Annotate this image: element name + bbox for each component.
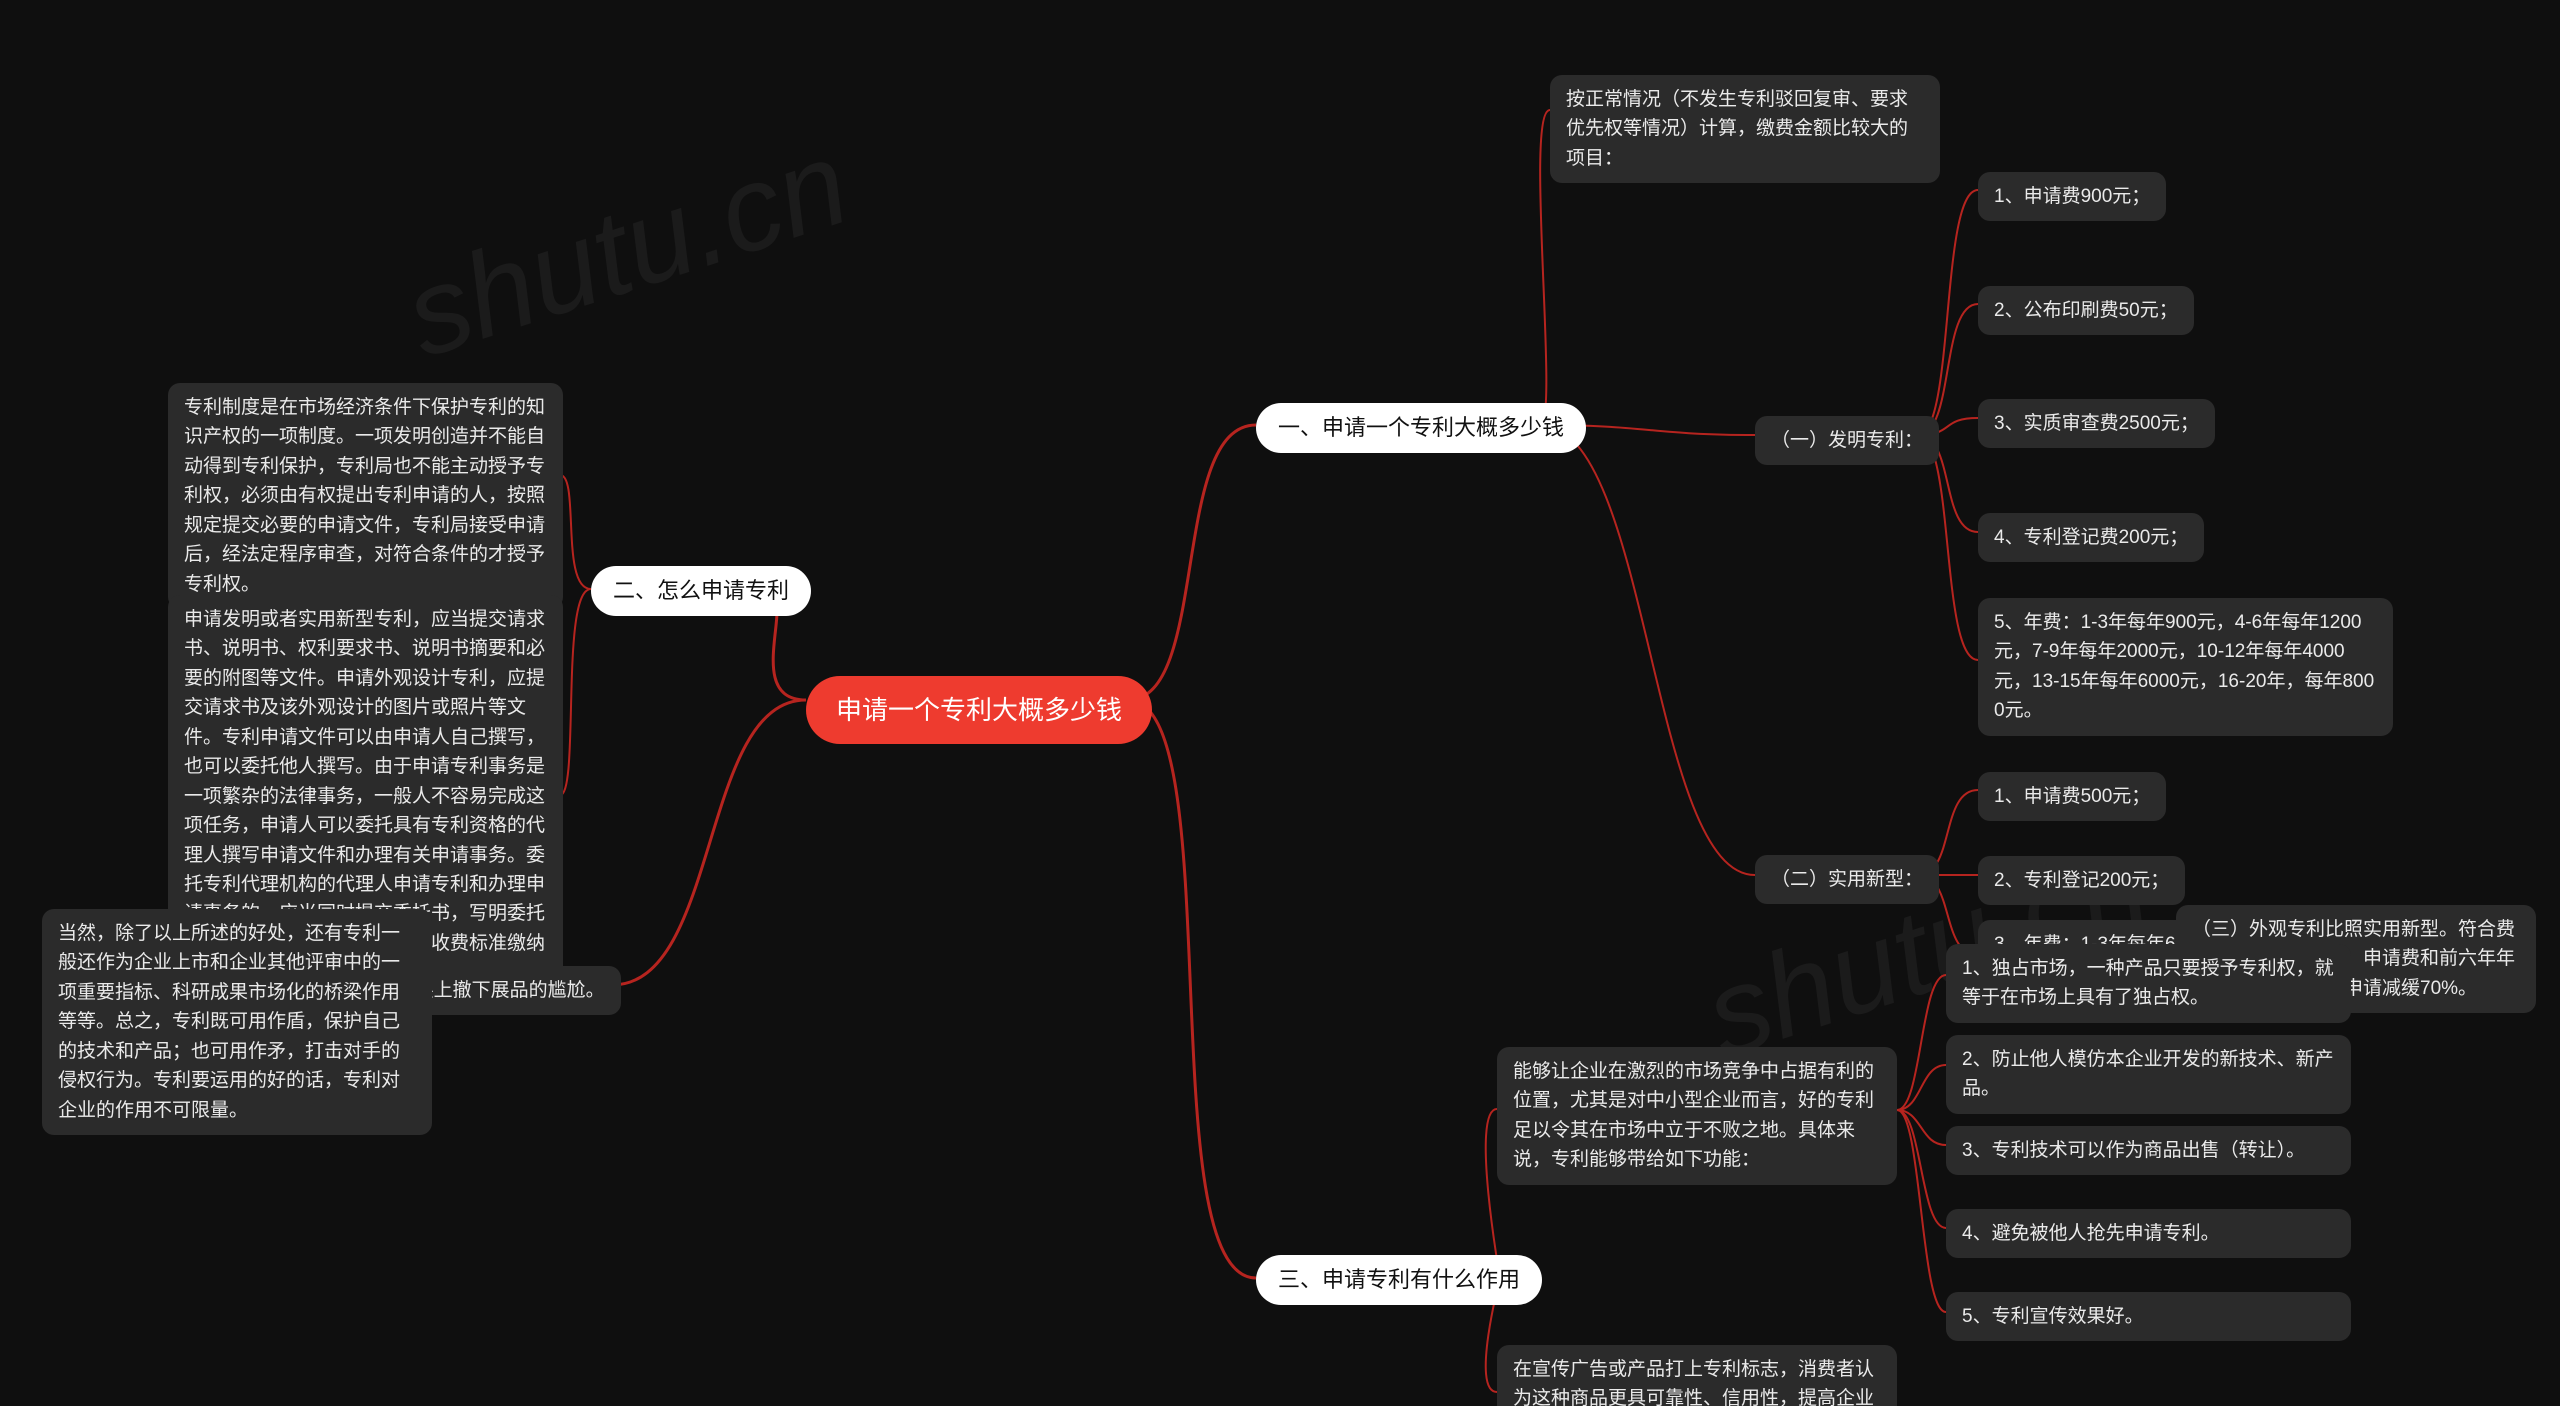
b3-f2: 2、防止他人模仿本企业开发的新技术、新产品。 xyxy=(1946,1035,2351,1114)
b3-f3: 3、专利技术可以作为商品出售（转让）。 xyxy=(1946,1126,2351,1175)
b1-a4: 4、专利登记费200元； xyxy=(1978,513,2204,562)
b1-a3: 3、实质审查费2500元； xyxy=(1978,399,2215,448)
b1-invention[interactable]: （一）发明专利： xyxy=(1755,416,1939,465)
b1-a1: 1、申请费900元； xyxy=(1978,172,2166,221)
watermark: shutu.cn xyxy=(390,113,864,384)
b1-intro: 按正常情况（不发生专利驳回复审、要求优先权等情况）计算，缴费金额比较大的项目： xyxy=(1550,75,1940,183)
b1-u1: 1、申请费500元； xyxy=(1978,772,2166,821)
b3-f4: 4、避免被他人抢先申请专利。 xyxy=(1946,1209,2351,1258)
b3-a: 能够让企业在激烈的市场竞争中占据有利的位置，尤其是对中小型企业而言，好的专利足以… xyxy=(1497,1047,1897,1185)
b3-f5: 5、专利宣传效果好。 xyxy=(1946,1292,2351,1341)
b3-f1: 1、独占市场，一种产品只要授予专利权，就等于在市场上具有了独占权。 xyxy=(1946,944,2351,1023)
root-node[interactable]: 申请一个专利大概多少钱 xyxy=(806,676,1152,744)
b1-utility[interactable]: （二）实用新型： xyxy=(1755,855,1939,904)
branch-3[interactable]: 三、申请专利有什么作用 xyxy=(1256,1255,1542,1305)
b1-u2: 2、专利登记200元； xyxy=(1978,856,2185,905)
b4-a: 当然，除了以上所述的好处，还有专利一般还作为企业上市和企业其他评审中的一项重要指… xyxy=(42,909,432,1135)
b2-a: 专利制度是在市场经济条件下保护专利的知识产权的一项制度。一项发明创造并不能自动得… xyxy=(168,383,563,609)
branch-2[interactable]: 二、怎么申请专利 xyxy=(591,566,811,616)
branch-1[interactable]: 一、申请一个专利大概多少钱 xyxy=(1256,403,1586,453)
b1-a5: 5、年费：1-3年每年900元，4-6年每年1200元，7-9年每年2000元，… xyxy=(1978,598,2393,736)
b1-a2: 2、公布印刷费50元； xyxy=(1978,286,2194,335)
b3-b: 在宣传广告或产品打上专利标志，消费者认为这种商品更具可靠性、信用性，提高企业的知… xyxy=(1497,1345,1897,1406)
mindmap-canvas: shutu.cn shutu.cn xyxy=(0,0,2560,1406)
